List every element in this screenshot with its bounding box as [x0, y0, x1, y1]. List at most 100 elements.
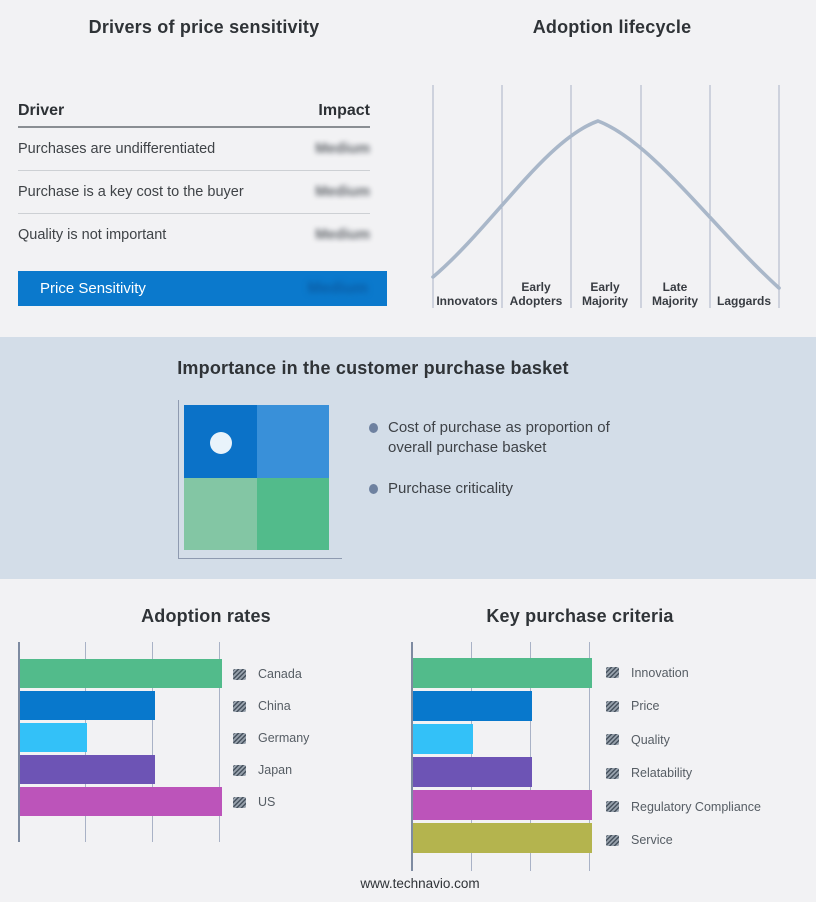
stage-label-laggards: Laggards [716, 293, 771, 308]
adoption-rates-title: Adoption rates [141, 606, 271, 626]
driver-cell: Purchase is a key cost to the buyer [18, 184, 244, 200]
legend-label: Service [631, 833, 673, 848]
legend-item: Service [606, 824, 761, 858]
bar-japan [20, 755, 155, 784]
stage-label-late-majority: Late Majority [651, 280, 698, 308]
stage-label-early-adopters: Early Adopters [509, 280, 563, 308]
hatched-swatch-icon [606, 700, 619, 712]
bullet-item: Cost of purchase as proportion of overal… [369, 418, 610, 457]
legend-item: Relatability [606, 757, 761, 791]
legend-item: Innovation [606, 656, 761, 690]
hatched-swatch-icon [606, 834, 619, 846]
hatched-swatch-icon [233, 668, 246, 680]
driver-cell: Purchases are undifferentiated [18, 141, 216, 157]
adoption-rates-legend: Canada China Germany Japan US [233, 658, 309, 818]
bullet-text: Purchase criticality [388, 480, 514, 497]
bar-innovation [413, 658, 592, 688]
quadrant-cell-bottom-left [184, 477, 257, 550]
footer-url: www.technavio.com [360, 876, 480, 891]
drivers-panel-title: Drivers of price sensitivity [88, 17, 320, 37]
legend-label: US [258, 795, 276, 809]
legend-item: Canada [233, 658, 309, 690]
gridline [530, 642, 531, 871]
stage-label-innovators: Innovators [436, 293, 498, 308]
impact-cell-blurred: Medium [315, 184, 370, 200]
hatched-swatch-icon [233, 764, 246, 776]
lifecycle-chart [431, 85, 781, 308]
price-sensitivity-bar: Price Sensitivity Medium [18, 271, 387, 306]
legend-label: Relatability [631, 766, 693, 781]
bullet-dot-icon [369, 423, 378, 433]
gridline [219, 642, 220, 842]
legend-label: Regulatory Compliance [631, 799, 761, 814]
gridline [471, 642, 472, 871]
legend-item: Germany [233, 722, 309, 754]
bar-china [20, 691, 155, 720]
drivers-table: Driver Impact Purchases are undifferenti… [18, 96, 370, 256]
quadrant-x-axis-line [178, 558, 342, 559]
drivers-table-header: Driver Impact [18, 96, 370, 128]
bar-regulatory-compliance [413, 790, 592, 820]
bar-germany [20, 723, 87, 752]
hatched-swatch-icon [233, 700, 246, 712]
legend-label: China [258, 699, 291, 713]
legend-label: Innovation [631, 665, 689, 680]
bullet-item: Purchase criticality [369, 479, 610, 499]
key-purchase-criteria-chart [411, 642, 592, 871]
bell-curve [431, 119, 781, 290]
legend-label: Japan [258, 763, 293, 777]
hatched-swatch-icon [606, 667, 619, 679]
y-axis-line [411, 642, 413, 871]
bar-service [413, 823, 592, 853]
bar-us [20, 787, 222, 816]
lifecycle-panel-title: Adoption lifecycle [532, 17, 692, 37]
hatched-swatch-icon [606, 734, 619, 746]
legend-item: Quality [606, 723, 761, 757]
hatched-swatch-icon [233, 796, 246, 808]
adoption-rates-chart [18, 642, 222, 842]
price-sensitivity-label: Price Sensitivity [40, 280, 146, 297]
legend-item: China [233, 690, 309, 722]
legend-item: Japan [233, 754, 309, 786]
price-sensitivity-impact-blurred: Medium [307, 279, 368, 297]
impact-cell-blurred: Medium [315, 141, 370, 157]
quadrant-cell-top-right [256, 405, 329, 478]
bar-quality [413, 724, 473, 754]
key-purchase-criteria-title: Key purchase criteria [486, 606, 674, 626]
y-axis-line [18, 642, 20, 842]
legend-label: Price [631, 699, 660, 714]
legend-item: Regulatory Compliance [606, 790, 761, 824]
bar-price [413, 691, 532, 721]
basket-band [0, 337, 816, 579]
legend-item: US [233, 786, 309, 818]
legend-label: Quality [631, 732, 670, 747]
impact-column-header: Impact [318, 102, 370, 119]
table-row: Purchases are undifferentiated Medium [18, 128, 370, 171]
hatched-swatch-icon [233, 732, 246, 744]
quadrant-cell-bottom-right [256, 477, 329, 550]
gridline [152, 642, 153, 842]
legend-label: Germany [258, 731, 310, 745]
impact-cell-blurred: Medium [315, 227, 370, 243]
basket-title: Importance in the customer purchase bask… [177, 358, 569, 378]
bullet-dot-icon [369, 484, 378, 494]
bullet-text: Cost of purchase as proportion of overal… [388, 419, 610, 456]
legend-label: Canada [258, 667, 302, 681]
quadrant-matrix [184, 405, 329, 550]
stage-label-early-majority: Early Majority [581, 280, 628, 308]
quadrant-y-axis-line [178, 400, 179, 559]
driver-column-header: Driver [18, 102, 65, 119]
bullet-list: Cost of purchase as proportion of overal… [369, 418, 610, 499]
lifecycle-gridlines [432, 85, 780, 308]
bar-relatability [413, 757, 532, 787]
hatched-swatch-icon [606, 767, 619, 779]
position-marker-dot [210, 432, 232, 454]
key-purchase-criteria-legend: Innovation Price Quality Relatability Re… [606, 656, 761, 857]
driver-cell: Quality is not important [18, 227, 167, 243]
gridline [589, 642, 590, 871]
hatched-swatch-icon [606, 801, 619, 813]
legend-item: Price [606, 690, 761, 724]
bar-canada [20, 659, 222, 688]
table-row: Purchase is a key cost to the buyer Medi… [18, 171, 370, 214]
